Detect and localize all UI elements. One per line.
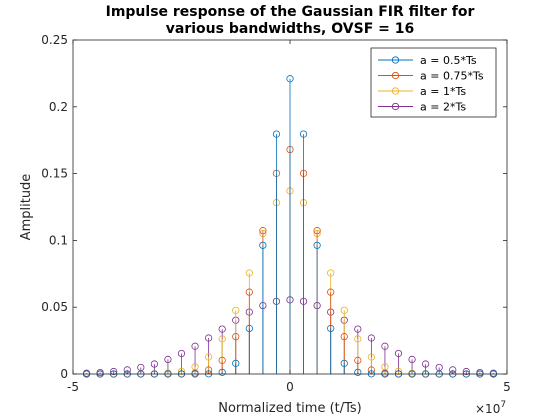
stem-marker xyxy=(299,130,308,138)
x-tick-label: 5 xyxy=(503,380,511,394)
y-tick-label: 0.25 xyxy=(41,33,68,47)
stem-marker xyxy=(367,366,375,374)
y-axis-label: Amplitude xyxy=(19,174,34,241)
stem-marker xyxy=(232,306,240,314)
y-tick-label: 0 xyxy=(60,367,68,381)
stem-marker xyxy=(422,360,430,368)
ticks-layer: 00.050.10.150.20.25-5 0 5 xyxy=(41,33,511,394)
y-tick-label: 0.2 xyxy=(49,100,68,114)
stem-marker xyxy=(367,353,375,361)
chart-title-line-2: various bandwidths, OVSF = 16 xyxy=(166,21,414,37)
stem-marker xyxy=(164,355,172,364)
stem-marker xyxy=(327,324,335,333)
stem-marker xyxy=(408,355,416,364)
stem-marker xyxy=(272,130,281,138)
stem-marker xyxy=(394,349,403,358)
legend-entry-label: a = 2*Ts xyxy=(420,101,466,114)
stem-marker xyxy=(381,342,389,350)
stem-marker xyxy=(313,227,321,235)
legend-marker xyxy=(391,56,400,64)
stem-marker xyxy=(354,325,362,333)
stem-marker xyxy=(354,335,362,343)
x-axis-label: Normalized time (t/Ts) xyxy=(218,401,362,416)
stem-marker xyxy=(259,241,267,249)
stem-marker xyxy=(177,349,186,358)
stem-marker xyxy=(218,325,226,333)
stem-marker xyxy=(313,241,321,249)
y-tick-label: 0.05 xyxy=(41,300,68,314)
y-tick-label: 0.15 xyxy=(41,167,68,181)
legend-entry-label: a = 1*Ts xyxy=(420,85,466,98)
stem-marker xyxy=(245,324,253,333)
stem-marker xyxy=(218,356,226,364)
stem-marker xyxy=(245,269,253,277)
stem-marker xyxy=(340,359,348,367)
x-tick-label: -5 xyxy=(67,380,79,394)
x-exponent-label: ×107 xyxy=(475,400,506,416)
stem-marker xyxy=(232,359,240,367)
stem-marker xyxy=(245,288,253,296)
stem-marker xyxy=(462,367,470,376)
stem-marker xyxy=(340,333,348,341)
stem-marker xyxy=(205,353,213,361)
x-tick-label: 0 xyxy=(286,380,294,394)
legend-box xyxy=(370,47,497,118)
stem-marker xyxy=(259,227,267,235)
stem-marker xyxy=(327,269,335,277)
x-exponent-power: 7 xyxy=(500,400,506,410)
stem-marker xyxy=(123,366,131,374)
stem-marker xyxy=(205,334,213,342)
legend-marker xyxy=(391,102,400,111)
series-layer xyxy=(82,75,498,378)
stem-marker xyxy=(110,367,118,376)
stem-marker xyxy=(340,306,348,314)
stem-marker xyxy=(218,335,226,343)
stem-marker xyxy=(394,367,403,375)
stem-marker xyxy=(177,367,186,375)
stem-marker xyxy=(327,288,335,296)
x-exponent-base: ×10 xyxy=(475,402,500,416)
stem-marker xyxy=(354,356,362,364)
stem-marker xyxy=(205,366,213,374)
stem-marker xyxy=(367,334,375,342)
legend-entry-label: a = 0.75*Ts xyxy=(420,70,484,83)
y-tick-label: 0.1 xyxy=(49,233,68,247)
stem-marker xyxy=(449,366,457,374)
stem-marker xyxy=(232,333,240,341)
legend: a = 0.5*Ts a = 0.75*Ts a = 1*Ts a = 2*Ts xyxy=(370,47,497,118)
stem-marker xyxy=(286,75,294,83)
stem-marker xyxy=(218,368,226,376)
legend-marker xyxy=(391,87,400,95)
legend-entry-label: a = 0.5*Ts xyxy=(420,54,477,67)
stem-marker xyxy=(354,368,362,376)
legend-marker xyxy=(391,71,400,80)
stem-marker xyxy=(150,360,158,368)
chart-title-line-1: Impulse response of the Gaussian FIR fil… xyxy=(106,4,475,20)
stem-marker xyxy=(191,342,199,350)
